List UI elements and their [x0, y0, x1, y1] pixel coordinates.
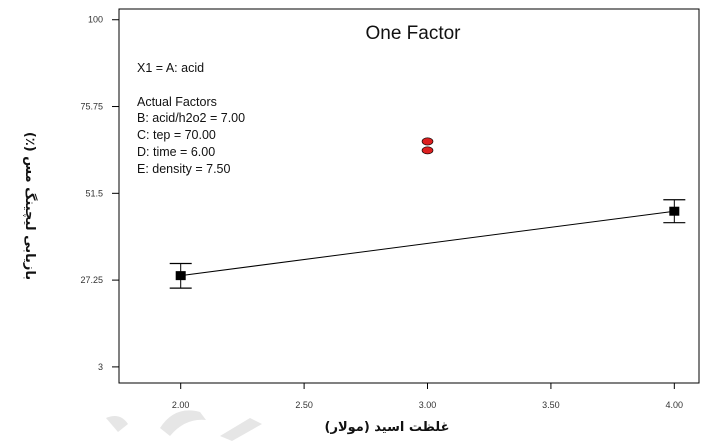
- annotation-factor: X1 = A: acid: [137, 61, 204, 75]
- plot-frame: [118, 8, 700, 384]
- design-point: [421, 146, 434, 155]
- watermark-shape: [160, 410, 206, 436]
- y-tick-label: 3: [98, 362, 103, 372]
- x-tick-label: 3.50: [542, 400, 560, 410]
- x-tick-label: 4.00: [666, 400, 684, 410]
- watermark-shape: [106, 416, 128, 432]
- y-axis-title: بازیابی لیچینگ مس (٪): [22, 132, 38, 280]
- watermark-shape: [220, 418, 262, 441]
- fit-point-marker: [175, 271, 186, 281]
- series-layer: [169, 137, 686, 289]
- annotation-c: C: tep = 70.00: [137, 128, 216, 142]
- fit-line: [180, 210, 675, 277]
- y-axis: 3 27.25 51.5 75.75 100: [80, 15, 119, 372]
- y-tick-label: 75.75: [80, 102, 103, 112]
- x-tick-label: 2.00: [172, 400, 190, 410]
- annotation-block: X1 = A: acid Actual Factors B: acid/h2o2…: [137, 61, 245, 176]
- design-point: [421, 137, 434, 146]
- y-tick-label: 51.5: [85, 188, 103, 198]
- annotation-d: D: time = 6.00: [137, 145, 215, 159]
- x-tick-label: 2.50: [295, 400, 313, 410]
- x-axis-title: غلظت اسید (مولار): [325, 420, 450, 435]
- chart-title: One Factor: [365, 23, 461, 44]
- y-tick-label: 27.25: [80, 275, 103, 285]
- x-axis: 2.00 2.50 3.00 3.50 4.00: [172, 383, 683, 410]
- y-tick-label: 100: [88, 15, 103, 25]
- fit-point-marker: [669, 206, 680, 216]
- annotation-header: Actual Factors: [137, 95, 217, 109]
- x-tick-label: 3.00: [419, 400, 437, 410]
- annotation-b: B: acid/h2o2 = 7.00: [137, 111, 245, 125]
- annotation-e: E: density = 7.50: [137, 162, 231, 176]
